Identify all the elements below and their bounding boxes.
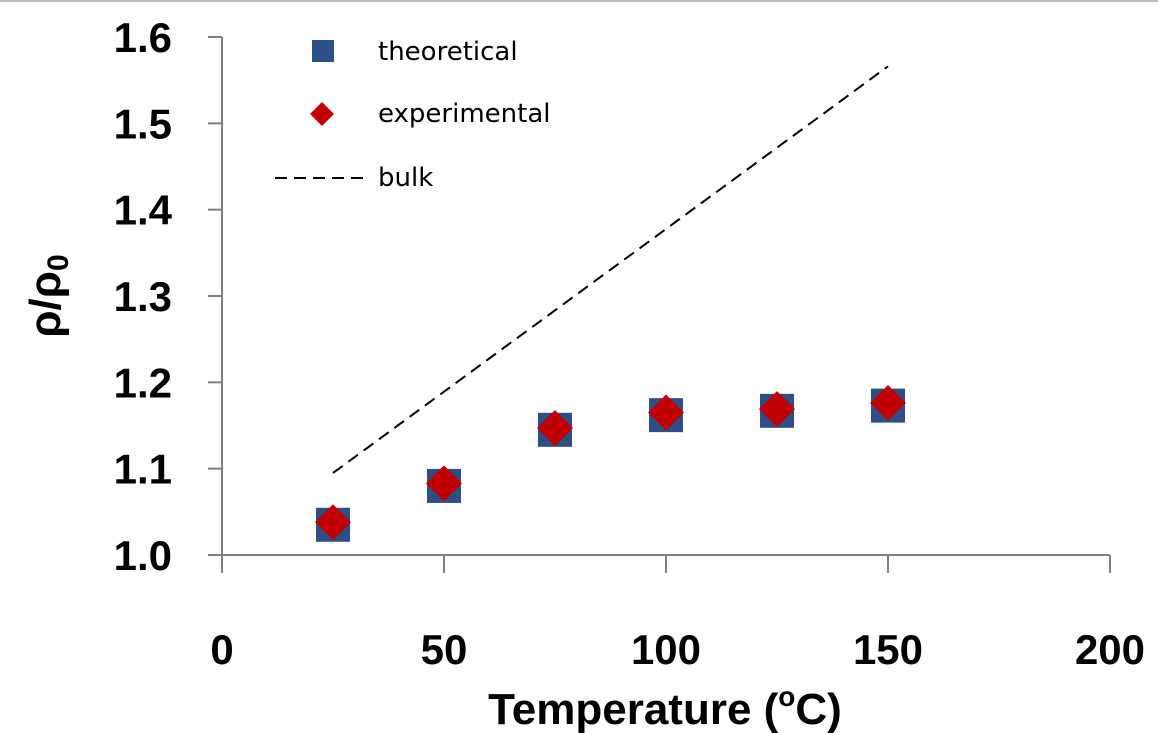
- legend-experimental-label: experimental: [378, 99, 551, 129]
- legend-theoretical-label: theoretical: [378, 37, 518, 67]
- y-tick-label: 1.5: [114, 100, 172, 147]
- experimental-series: [315, 385, 906, 541]
- theoretical-series: [316, 388, 905, 542]
- x-tick-label: 100: [631, 626, 701, 673]
- y-axis-title: ρ/ρ0: [21, 254, 75, 337]
- bulk-series: [332, 65, 889, 474]
- y-tick-label: 1.1: [114, 446, 172, 493]
- x-axis-title-main: Temperature (: [488, 685, 778, 733]
- legend-bulk-label: bulk: [378, 163, 433, 193]
- y-tick-label: 1.0: [114, 532, 172, 579]
- experimental-point: [870, 385, 906, 422]
- y-tick-label: 1.4: [114, 187, 173, 234]
- axes: 1.0 1.1 1.2 1.3 1.4 1.5 1.6 0 50 100 150 200: [114, 14, 1145, 673]
- y-axis-title-sub: 0: [42, 254, 75, 271]
- y-tick-label: 1.3: [114, 273, 172, 320]
- experimental-point: [648, 394, 684, 431]
- legend-experimental-marker: [310, 102, 334, 126]
- y-tick-label: 1.2: [114, 359, 172, 406]
- y-tick-label: 1.6: [114, 14, 172, 61]
- legend-theoretical-marker: [312, 40, 334, 62]
- x-axis-title-sup: o: [778, 681, 795, 712]
- experimental-point: [315, 504, 351, 541]
- experimental-point: [426, 465, 462, 502]
- x-tick-label: 50: [421, 626, 468, 673]
- x-tick-label: 200: [1075, 626, 1145, 673]
- experimental-point: [537, 410, 573, 447]
- x-tick-label: 150: [853, 626, 923, 673]
- x-axis-title-tail: C): [795, 685, 841, 733]
- x-tick-label: 0: [210, 626, 233, 673]
- y-axis-title-main: ρ/ρ: [21, 271, 70, 338]
- legend: theoretical experimental bulk: [275, 37, 551, 193]
- bulk-line: [332, 65, 889, 474]
- x-axis-title: Temperature (oC): [488, 681, 842, 733]
- experimental-point: [759, 391, 795, 428]
